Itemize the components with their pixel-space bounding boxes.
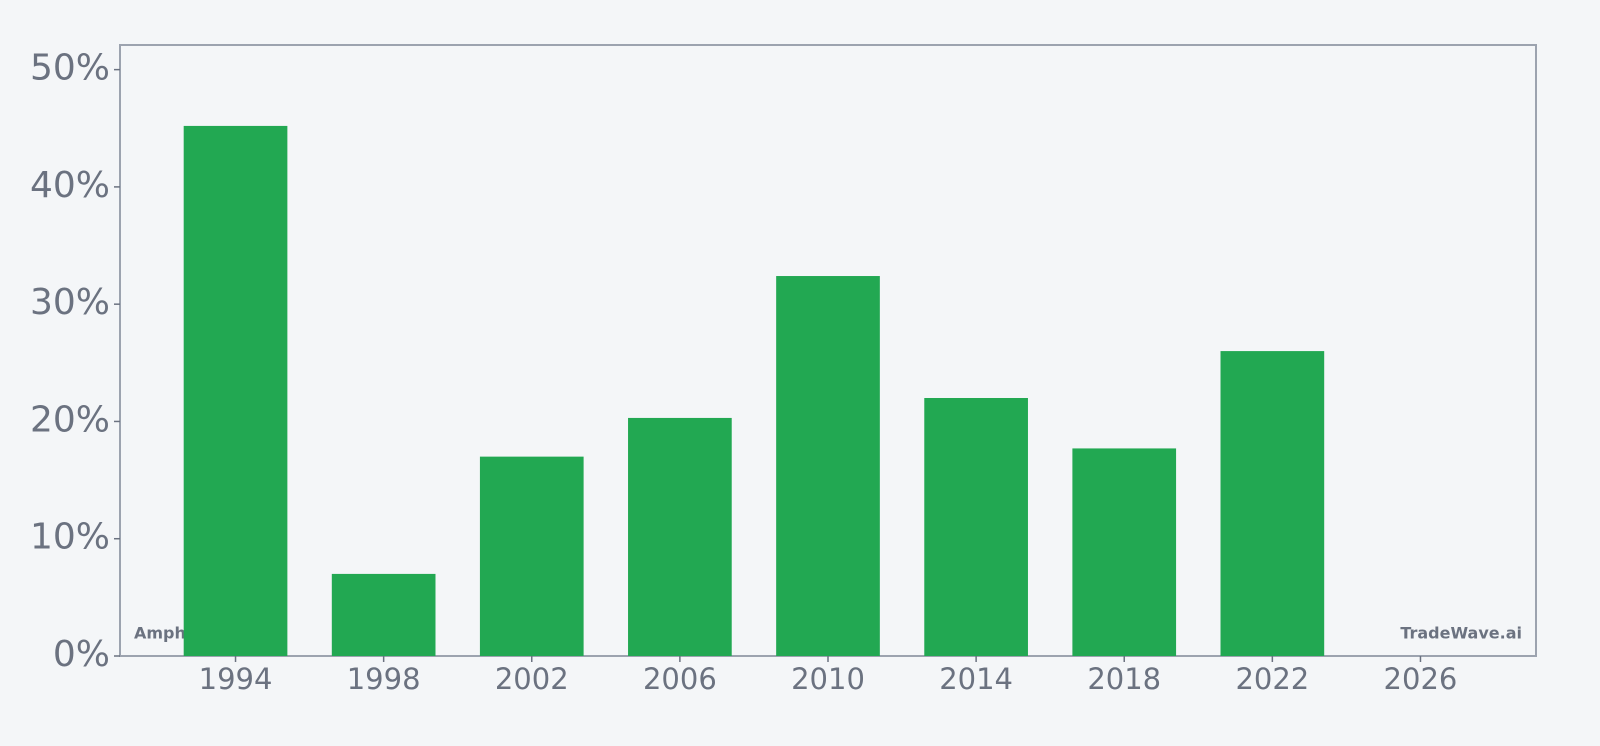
bar (776, 276, 880, 656)
y-tick-label: 40% (30, 165, 110, 206)
y-tick-label: 50% (30, 48, 110, 89)
x-tick-label: 2014 (939, 662, 1013, 696)
x-tick-label: 2002 (495, 662, 569, 696)
y-tick-label: 0% (53, 634, 110, 675)
x-tick-label: 2006 (643, 662, 717, 696)
y-tick-label: 20% (30, 399, 110, 440)
bar (628, 417, 732, 656)
x-tick-label: 2026 (1384, 662, 1458, 696)
x-tick-label: 1998 (347, 662, 421, 696)
bar (331, 573, 436, 656)
x-tick-label: 2022 (1235, 662, 1309, 696)
bar (183, 125, 288, 657)
bar (1072, 448, 1177, 656)
bar (924, 397, 1028, 656)
bar (1220, 351, 1325, 656)
bar (479, 456, 584, 656)
x-tick-label: 1994 (199, 662, 273, 696)
x-tick-label: 2010 (791, 662, 865, 696)
y-tick-label: 30% (30, 282, 110, 323)
x-tick-label: 2018 (1087, 662, 1161, 696)
y-tick-label: 10% (30, 517, 110, 558)
watermark-right: TradeWave.ai (1400, 624, 1522, 643)
